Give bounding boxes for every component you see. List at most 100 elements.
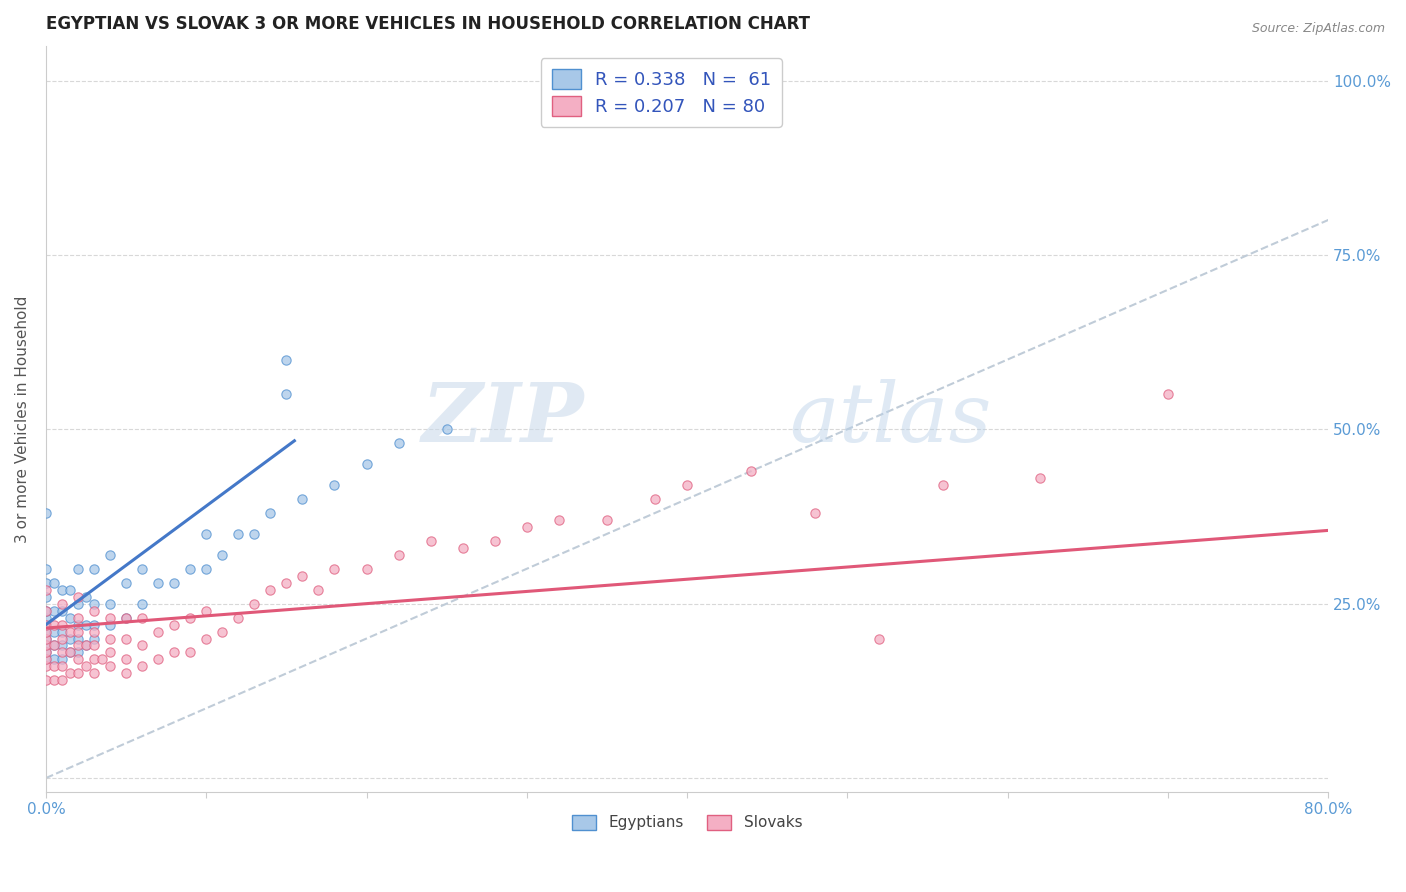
Point bbox=[98, 617, 121, 632]
Point bbox=[291, 491, 314, 506]
Point bbox=[115, 610, 138, 624]
Point bbox=[35, 506, 58, 520]
Point bbox=[740, 464, 762, 478]
Point bbox=[387, 548, 409, 562]
Point bbox=[35, 639, 58, 653]
Point bbox=[1157, 387, 1180, 401]
Point bbox=[195, 604, 218, 618]
Point bbox=[83, 597, 105, 611]
Point bbox=[59, 624, 82, 639]
Point bbox=[276, 387, 298, 401]
Point bbox=[98, 610, 121, 624]
Point bbox=[131, 639, 153, 653]
Point bbox=[66, 632, 89, 646]
Point bbox=[547, 513, 569, 527]
Point bbox=[51, 604, 73, 618]
Point bbox=[51, 645, 73, 659]
Point bbox=[226, 527, 249, 541]
Point bbox=[51, 673, 73, 688]
Point bbox=[1028, 471, 1050, 485]
Point bbox=[35, 590, 58, 604]
Point bbox=[51, 624, 73, 639]
Point bbox=[291, 568, 314, 582]
Point bbox=[42, 624, 65, 639]
Point bbox=[35, 575, 58, 590]
Point bbox=[387, 436, 409, 450]
Point bbox=[163, 575, 186, 590]
Point bbox=[66, 617, 89, 632]
Point bbox=[115, 632, 138, 646]
Legend: Egyptians, Slovaks: Egyptians, Slovaks bbox=[565, 809, 808, 837]
Point bbox=[35, 632, 58, 646]
Point bbox=[484, 533, 506, 548]
Point bbox=[451, 541, 474, 555]
Point bbox=[195, 632, 218, 646]
Point bbox=[596, 513, 619, 527]
Point bbox=[516, 520, 538, 534]
Point bbox=[98, 659, 121, 673]
Point bbox=[146, 624, 169, 639]
Point bbox=[115, 575, 138, 590]
Point bbox=[35, 604, 58, 618]
Point bbox=[804, 506, 827, 520]
Point bbox=[59, 582, 82, 597]
Point bbox=[98, 645, 121, 659]
Point bbox=[83, 666, 105, 681]
Point bbox=[51, 659, 73, 673]
Point bbox=[83, 624, 105, 639]
Point bbox=[259, 506, 281, 520]
Point bbox=[66, 590, 89, 604]
Point bbox=[131, 610, 153, 624]
Point bbox=[75, 639, 97, 653]
Point bbox=[35, 645, 58, 659]
Point bbox=[276, 575, 298, 590]
Point bbox=[83, 632, 105, 646]
Point bbox=[146, 575, 169, 590]
Point bbox=[195, 527, 218, 541]
Point bbox=[59, 610, 82, 624]
Point bbox=[83, 639, 105, 653]
Point bbox=[66, 645, 89, 659]
Point bbox=[83, 562, 105, 576]
Point bbox=[179, 610, 201, 624]
Point bbox=[59, 645, 82, 659]
Point bbox=[131, 597, 153, 611]
Point bbox=[35, 604, 58, 618]
Point bbox=[42, 639, 65, 653]
Point bbox=[66, 666, 89, 681]
Point bbox=[51, 639, 73, 653]
Point bbox=[35, 582, 58, 597]
Point bbox=[115, 666, 138, 681]
Point bbox=[644, 491, 666, 506]
Point bbox=[42, 659, 65, 673]
Point bbox=[115, 610, 138, 624]
Point bbox=[42, 639, 65, 653]
Point bbox=[35, 652, 58, 666]
Point bbox=[243, 597, 266, 611]
Point bbox=[179, 645, 201, 659]
Point bbox=[98, 632, 121, 646]
Point bbox=[307, 582, 329, 597]
Point bbox=[243, 527, 266, 541]
Point bbox=[66, 562, 89, 576]
Point bbox=[35, 617, 58, 632]
Text: EGYPTIAN VS SLOVAK 3 OR MORE VEHICLES IN HOUSEHOLD CORRELATION CHART: EGYPTIAN VS SLOVAK 3 OR MORE VEHICLES IN… bbox=[46, 15, 810, 33]
Point bbox=[146, 652, 169, 666]
Point bbox=[131, 659, 153, 673]
Point bbox=[35, 659, 58, 673]
Point bbox=[51, 652, 73, 666]
Point bbox=[66, 652, 89, 666]
Point bbox=[932, 478, 955, 492]
Point bbox=[35, 673, 58, 688]
Point bbox=[356, 562, 378, 576]
Point bbox=[51, 597, 73, 611]
Point bbox=[75, 639, 97, 653]
Point bbox=[42, 617, 65, 632]
Point bbox=[276, 352, 298, 367]
Point bbox=[66, 624, 89, 639]
Text: atlas: atlas bbox=[790, 379, 993, 458]
Text: Source: ZipAtlas.com: Source: ZipAtlas.com bbox=[1251, 22, 1385, 36]
Point bbox=[868, 632, 890, 646]
Point bbox=[35, 624, 58, 639]
Point bbox=[179, 562, 201, 576]
